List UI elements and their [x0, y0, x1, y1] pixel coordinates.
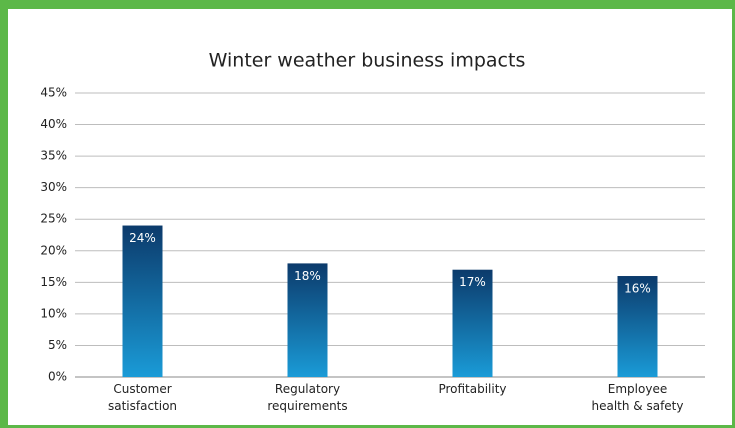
x-tick-label: Regulatory requirements [267, 382, 348, 413]
bar [287, 263, 328, 377]
bar [122, 225, 163, 377]
y-tick-label: 30% [40, 180, 67, 194]
y-tick-label: 15% [40, 275, 67, 289]
y-tick-label: 40% [40, 117, 67, 131]
bar [617, 276, 658, 377]
chart-title: Winter weather business impacts [209, 50, 526, 72]
y-tick-label: 35% [40, 149, 67, 163]
value-label: 24% [129, 231, 156, 245]
value-label: 17% [459, 275, 486, 289]
y-tick-label: 5% [48, 338, 67, 352]
y-tick-label: 20% [40, 243, 67, 257]
x-tick-label: Profitability [438, 382, 507, 396]
x-tick-label: Employee health & safety [591, 382, 684, 413]
value-label: 16% [624, 282, 651, 296]
x-tick-label: Customer satisfaction [107, 382, 178, 413]
bar [452, 269, 493, 377]
y-tick-label: 0% [48, 370, 67, 384]
y-tick-label: 25% [40, 212, 67, 226]
y-tick-label: 10% [40, 306, 67, 320]
value-label: 18% [294, 269, 321, 283]
y-tick-label: 45% [40, 86, 67, 100]
